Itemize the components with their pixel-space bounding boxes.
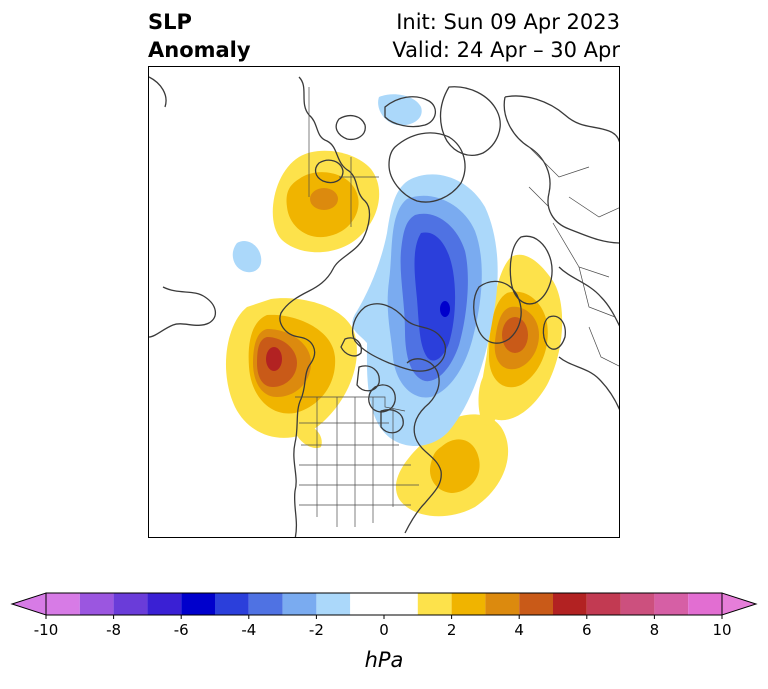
colorbar-extend-over (721, 592, 758, 616)
colorbar-unit-label: hPa (365, 648, 404, 672)
colorbar-tick-label: -2 (309, 621, 324, 639)
colorbar-tick-label: -4 (241, 621, 256, 639)
colorbar-bin (215, 593, 249, 615)
colorbar-extend-under (10, 592, 47, 616)
colorbar-tick-label: 6 (582, 621, 592, 639)
colorbar-tick-label: 2 (447, 621, 457, 639)
map-title: SLP Anomaly (148, 8, 251, 64)
colorbar-tick-label: -8 (106, 621, 121, 639)
colorbar-bin (654, 593, 689, 615)
title-line-1: SLP (148, 10, 192, 34)
colorbar-bin (688, 593, 722, 615)
colorbar-bin (451, 593, 486, 615)
colorbar-tick-label: -6 (174, 621, 189, 639)
colorbar-tick-label: -10 (34, 621, 59, 639)
colorbar-bin (316, 593, 351, 615)
anomaly-fill-negative (232, 94, 498, 446)
colorbar-bin (417, 593, 452, 615)
colorbar-bin (147, 593, 182, 615)
political-borders (295, 87, 619, 527)
valid-range: Valid: 24 Apr – 30 Apr (392, 38, 620, 62)
colorbar-bin (46, 593, 80, 615)
init-date: Init: Sun 09 Apr 2023 (396, 10, 620, 34)
colorbar-bin (350, 593, 418, 615)
coastlines (149, 76, 619, 537)
colorbar-tick-label: 10 (712, 621, 731, 639)
ridge-north-atlantic (481, 254, 563, 421)
colorbar-bin (485, 593, 520, 615)
map-panel (148, 66, 620, 538)
forecast-dates: Init: Sun 09 Apr 2023 Valid: 24 Apr – 30… (392, 8, 620, 64)
colorbar-bin (282, 593, 317, 615)
colorbar-tick-label: 4 (514, 621, 524, 639)
colorbar-bin (181, 593, 215, 615)
colorbar-tick-label: 8 (650, 621, 660, 639)
colorbar-bin (519, 593, 553, 615)
anomaly-fill-positive (225, 150, 563, 517)
colorbar-bin (113, 593, 148, 615)
colorbar-bin (553, 593, 587, 615)
colorbar-tick-label: 0 (379, 621, 389, 639)
colorbar-bin (586, 593, 621, 615)
ridge-western-canada-arctic (272, 150, 380, 253)
colorbar-bin (79, 593, 114, 615)
ridge-western-atlantic (295, 373, 509, 517)
colorbar-bin (620, 593, 655, 615)
title-line-2: Anomaly (148, 38, 251, 62)
colorbar: -10 -8 -6 -4 -2 0 2 4 6 8 10 hPa (0, 585, 768, 685)
ridge-northeast-pacific (225, 298, 357, 438)
colorbar-bin (248, 593, 283, 615)
